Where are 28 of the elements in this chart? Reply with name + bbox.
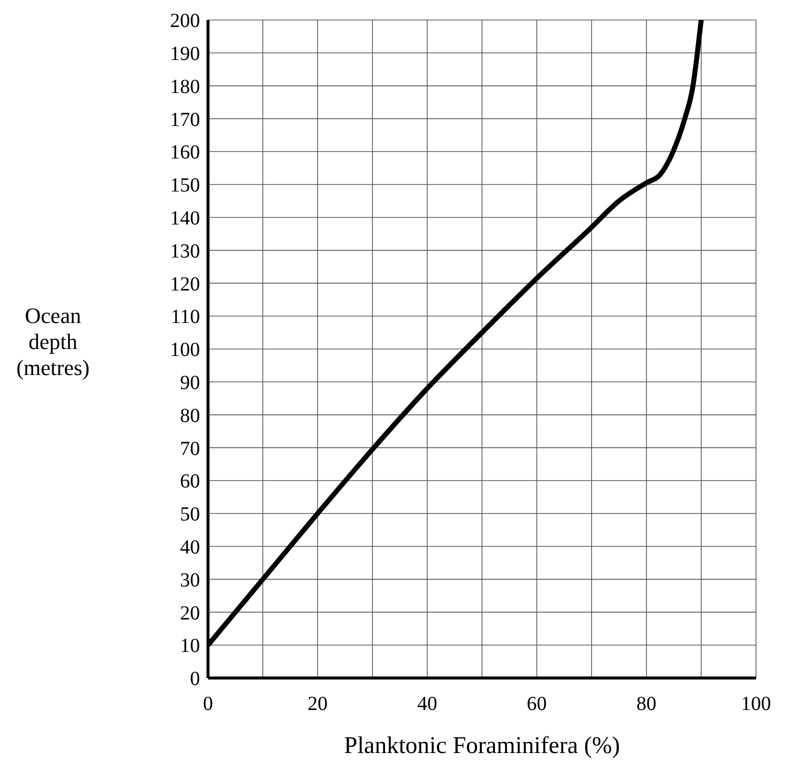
y-tick-label: 130 — [170, 240, 200, 262]
y-tick-label: 40 — [180, 536, 200, 558]
y-tick-label: 140 — [170, 208, 200, 230]
y-axis-title: Ocean depth (metres) — [16, 303, 90, 380]
x-tick-label: 80 — [636, 693, 656, 716]
y-tick-label: 120 — [170, 273, 200, 296]
y-tick-label: 160 — [170, 142, 200, 164]
y-tick-label: 170 — [170, 108, 200, 131]
y-tick-label: 190 — [170, 43, 200, 65]
y-tick-label: 20 — [180, 602, 200, 624]
y-tick-label: 150 — [170, 174, 200, 197]
y-tick-label: 10 — [180, 635, 200, 658]
y-tick-label: 110 — [170, 306, 200, 328]
y-tick-label: 80 — [180, 404, 200, 427]
y-tick-label: 100 — [170, 339, 200, 362]
y-tick-label: 50 — [180, 504, 200, 526]
y-tick-label: 60 — [180, 470, 200, 493]
y-tick-label: 70 — [180, 438, 200, 460]
x-tick-label: 60 — [526, 693, 547, 716]
x-axis-title: Planktonic Foraminifera (%) — [344, 733, 620, 759]
y-tick-label: 200 — [170, 10, 200, 32]
y-tick-label: 30 — [180, 569, 200, 592]
x-tick-label: 40 — [417, 693, 438, 716]
y-tick-label: 90 — [180, 372, 200, 394]
x-tick-label: 100 — [741, 693, 771, 716]
y-tick-label: 180 — [170, 76, 200, 98]
y-tick-label: 0 — [190, 668, 200, 690]
x-tick-label: 20 — [308, 693, 328, 716]
